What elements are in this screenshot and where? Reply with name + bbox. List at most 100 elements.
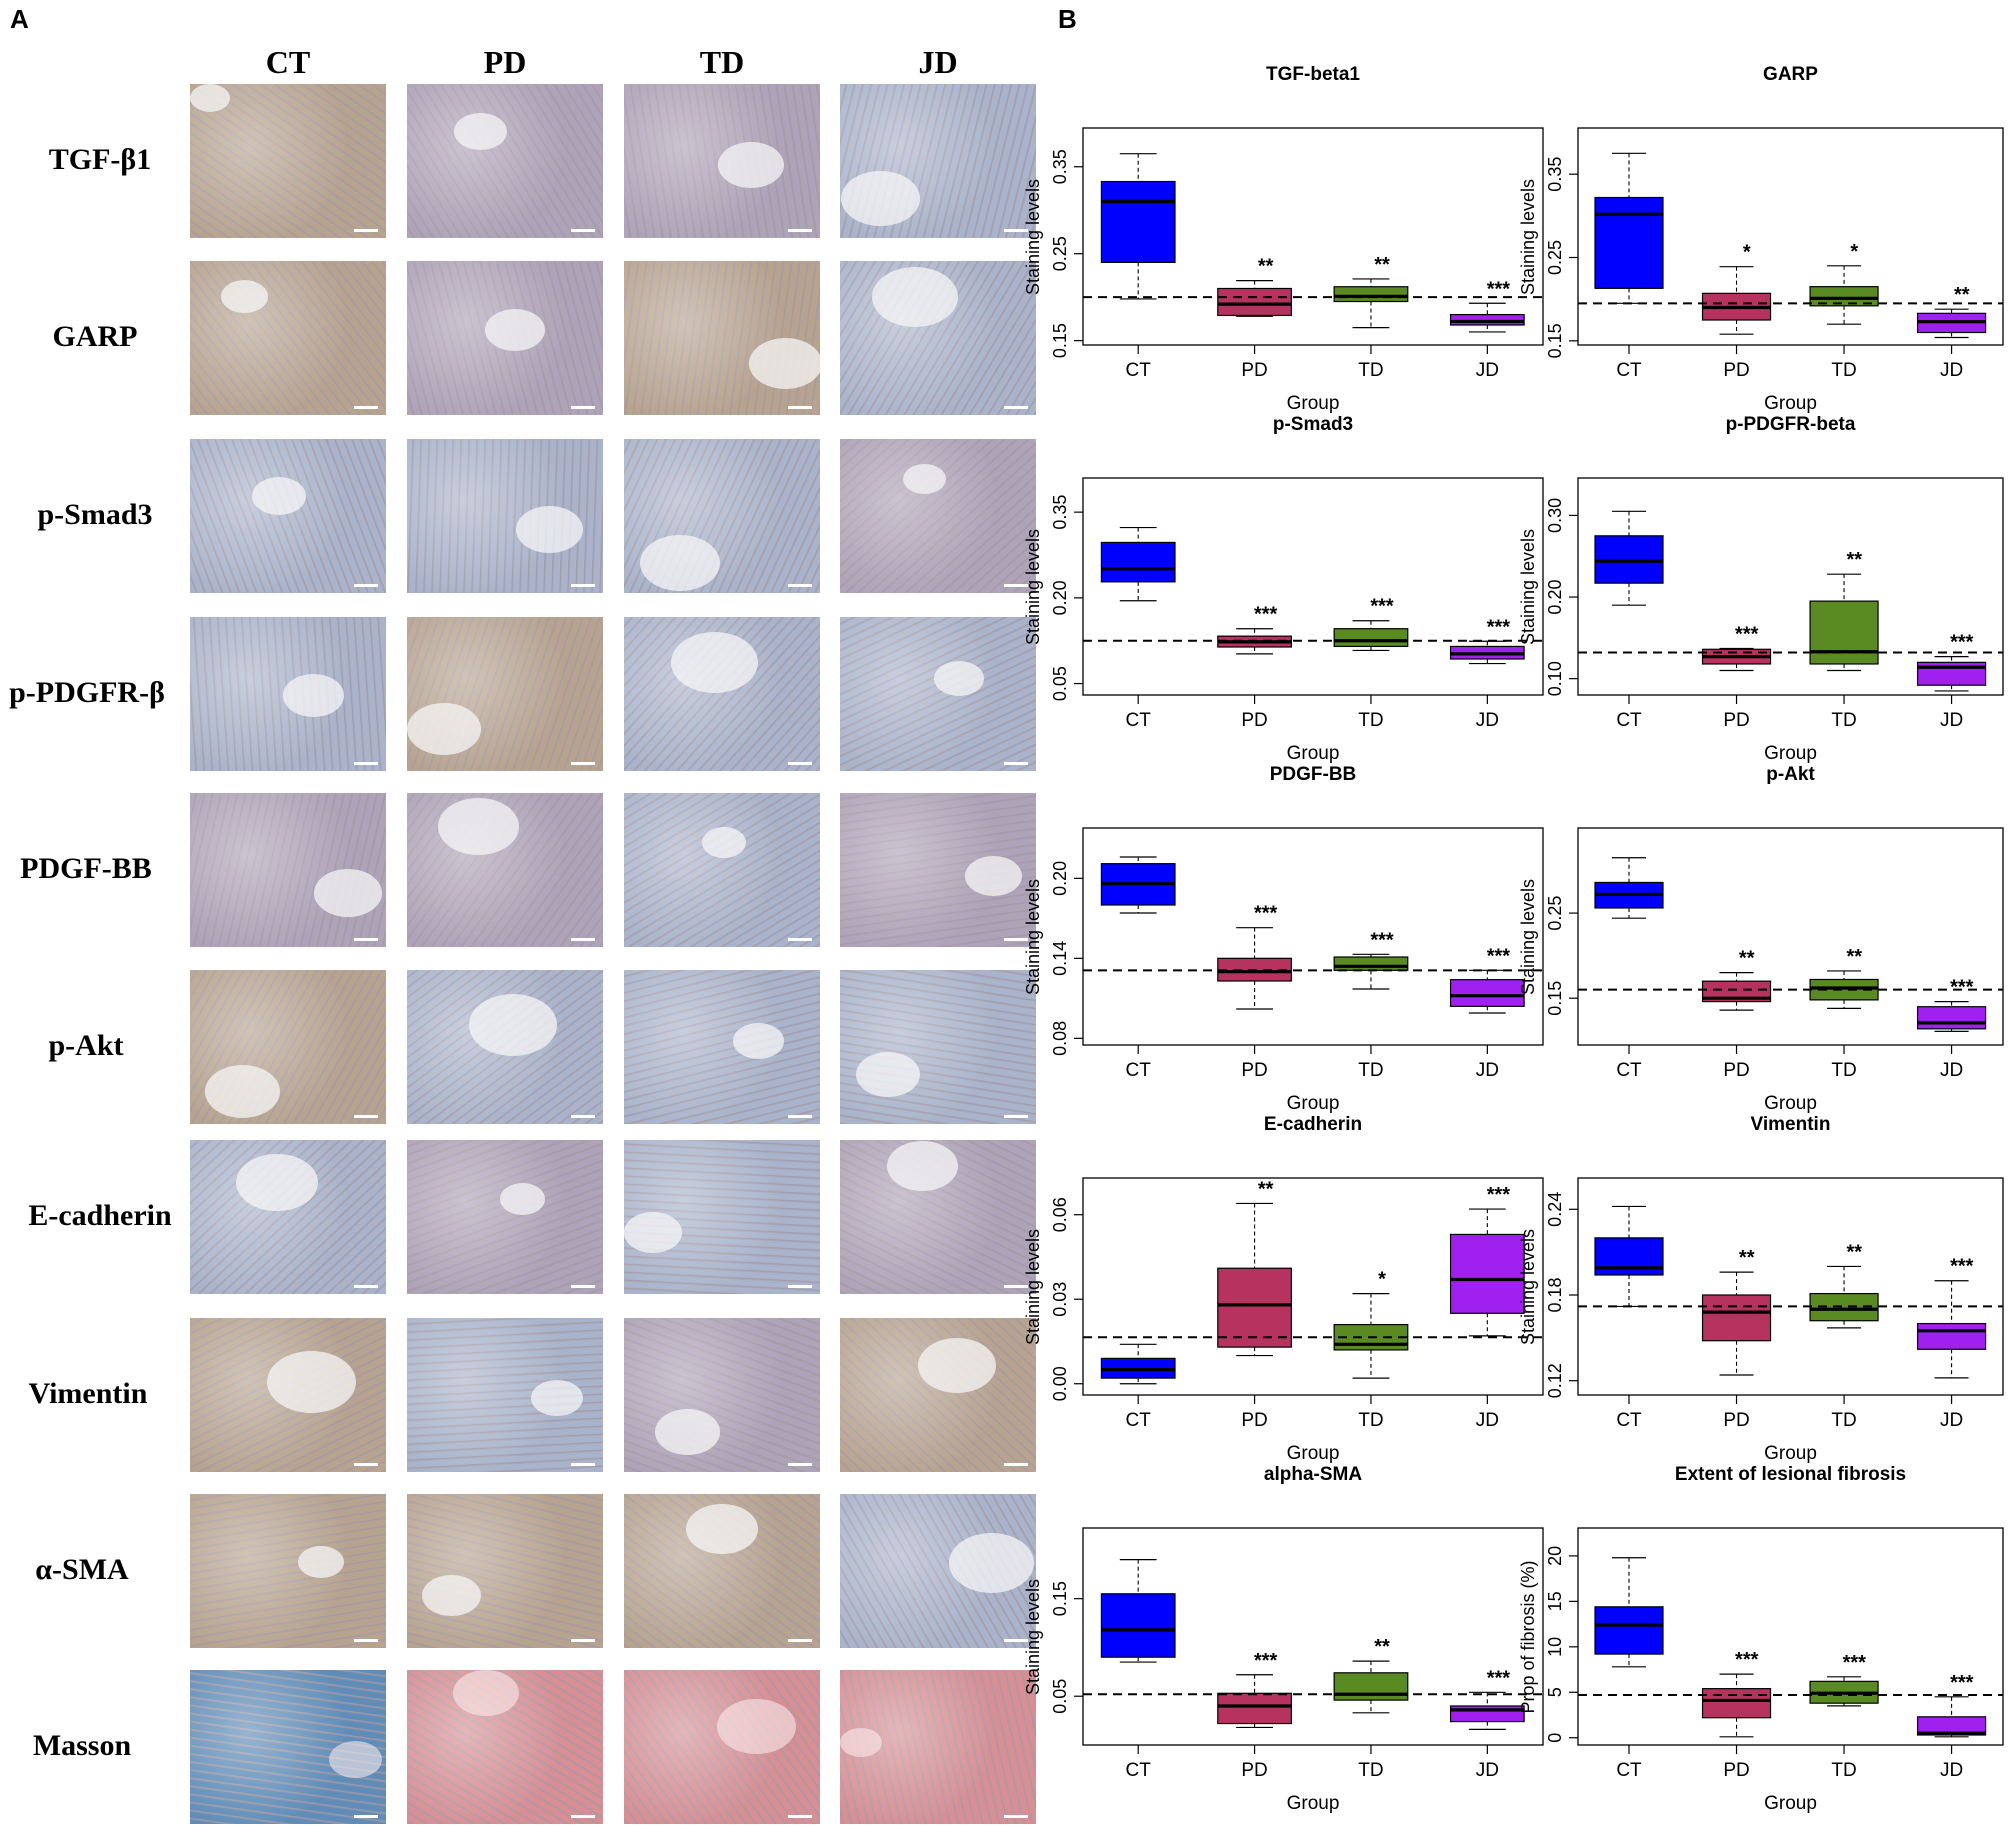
- column-header-jd: JD: [918, 44, 958, 80]
- row-label: TGF-β1: [48, 143, 152, 176]
- lumen-area: [965, 856, 1022, 896]
- box-jd: ***: [1449, 1184, 1525, 1337]
- x-tick-label: JD: [1476, 1060, 1499, 1081]
- x-tick-label: TD: [1831, 1410, 1856, 1431]
- plot-frame: [1577, 477, 2004, 696]
- y-tick-label: 0.25: [1050, 236, 1070, 271]
- y-axis-label: Staining levels: [1023, 529, 1043, 645]
- y-axis-label: Staining levels: [1518, 1229, 1538, 1345]
- box-iqr: [1333, 1672, 1409, 1701]
- box-ct: [1594, 857, 1664, 919]
- x-axis-label: Group: [1287, 1793, 1340, 1814]
- box-jd: ***: [1449, 945, 1525, 1014]
- x-tick-label: TD: [1831, 710, 1856, 731]
- y-tick-label: 0.12: [1545, 1363, 1565, 1398]
- scale-bar: [354, 762, 378, 765]
- box-jd: ***: [1916, 632, 1987, 692]
- scale-bar: [571, 584, 595, 587]
- scale-bar: [571, 229, 595, 232]
- plot-frame: [1577, 827, 2004, 1046]
- lumen-area: [485, 309, 545, 351]
- chart-title: Extent of lesional fibrosis: [1675, 1464, 1906, 1485]
- boxplot-chart: PDGF-BB 0.08 0.14 0.20 Staining levels CT PD TD…: [1023, 764, 1544, 1114]
- scale-bar: [788, 1639, 812, 1642]
- lumen-area: [500, 1183, 545, 1215]
- x-tick-label: PD: [1723, 1410, 1749, 1431]
- box-jd: ***: [1916, 977, 1987, 1032]
- y-axis-label: Prop of fibrosis (%): [1518, 1560, 1538, 1713]
- scale-bar: [1004, 1815, 1028, 1818]
- scale-bar: [571, 1285, 595, 1288]
- scale-bar: [571, 1815, 595, 1818]
- y-tick-label: 10: [1545, 1637, 1565, 1657]
- lumen-area: [453, 1670, 519, 1717]
- box-ct: [1100, 1559, 1176, 1663]
- box-iqr: [1916, 1006, 1987, 1030]
- box-iqr: [1809, 600, 1879, 665]
- y-tick-label: 0.05: [1050, 666, 1070, 701]
- row-label: p-Smad3: [37, 498, 153, 531]
- y-tick-label: 15: [1545, 1591, 1565, 1611]
- box-ct: [1594, 510, 1664, 606]
- scale-bar: [354, 1115, 378, 1118]
- scale-bar: [1004, 406, 1028, 409]
- y-axis-label: Staining levels: [1023, 1579, 1043, 1695]
- y-axis-label: Staining levels: [1518, 529, 1538, 645]
- x-tick-label: PD: [1241, 1760, 1267, 1781]
- chart-title: alpha-SMA: [1264, 1464, 1362, 1485]
- x-tick-label: TD: [1831, 1760, 1856, 1781]
- y-tick-label: 0.06: [1050, 1197, 1070, 1232]
- significance-mark: *: [1850, 241, 1858, 263]
- row-label: E-cadherin: [28, 1199, 172, 1232]
- x-tick-label: JD: [1940, 360, 1963, 381]
- scale-bar: [354, 1285, 378, 1288]
- box-jd: ***: [1449, 278, 1525, 333]
- scale-bar: [788, 762, 812, 765]
- box-iqr: [1701, 1688, 1772, 1719]
- scale-bar: [1004, 1115, 1028, 1118]
- x-axis-label: Group: [1764, 1793, 1817, 1814]
- y-axis-label: Staining levels: [1023, 179, 1043, 295]
- boxplot-chart: p-PDGFR-beta 0.10 0.20 0.30 Staining levels C…: [1518, 414, 2004, 764]
- significance-mark: ***: [1487, 1667, 1511, 1689]
- significance-mark: ***: [1487, 945, 1511, 967]
- histology-image: [190, 617, 386, 771]
- boxplot-chart: GARP 0.15 0.25 0.35 Staining levels CT PD TD JD G…: [1518, 64, 2004, 414]
- box-iqr: [1594, 1606, 1664, 1655]
- plot-frame: [1082, 477, 1544, 696]
- y-tick-label: 0.24: [1545, 1192, 1565, 1227]
- box-td: **: [1809, 1241, 1879, 1329]
- x-tick-label: CT: [1616, 1760, 1642, 1781]
- box-iqr: [1217, 1692, 1292, 1725]
- lumen-area: [717, 1699, 796, 1755]
- box-jd: ***: [1916, 1672, 1987, 1738]
- significance-mark: ***: [1843, 1652, 1867, 1674]
- box-td: **: [1333, 1636, 1409, 1714]
- lumen-area: [655, 1409, 720, 1455]
- lumen-area: [718, 142, 784, 189]
- x-tick-label: CT: [1616, 1410, 1642, 1431]
- lumen-area: [329, 1741, 382, 1779]
- y-tick-label: 0.10: [1545, 661, 1565, 696]
- scale-bar: [571, 1639, 595, 1642]
- row-label: PDGF-BB: [20, 852, 152, 885]
- x-axis-label: Group: [1764, 1443, 1817, 1464]
- lumen-area: [671, 632, 758, 693]
- lumen-area: [640, 535, 720, 591]
- significance-mark: *: [1743, 242, 1751, 264]
- significance-mark: ***: [1487, 278, 1511, 300]
- box-iqr: [1701, 1294, 1772, 1342]
- boxplot-chart: alpha-SMA 0.05 0.15 Staining levels CT PD TD JD…: [1023, 1464, 1544, 1814]
- box-iqr: [1449, 979, 1525, 1007]
- box-jd: **: [1916, 284, 1987, 339]
- box-ct: [1594, 1205, 1664, 1308]
- y-tick-label: 0.20: [1545, 580, 1565, 615]
- box-pd: **: [1217, 256, 1292, 317]
- chart-title: Vimentin: [1751, 1114, 1831, 1135]
- histology-image: [407, 1670, 603, 1824]
- x-tick-label: CT: [1616, 710, 1642, 731]
- histology-image: [190, 84, 386, 238]
- significance-mark: ***: [1950, 632, 1974, 654]
- scale-bar: [354, 1463, 378, 1466]
- significance-mark: ***: [1370, 929, 1394, 951]
